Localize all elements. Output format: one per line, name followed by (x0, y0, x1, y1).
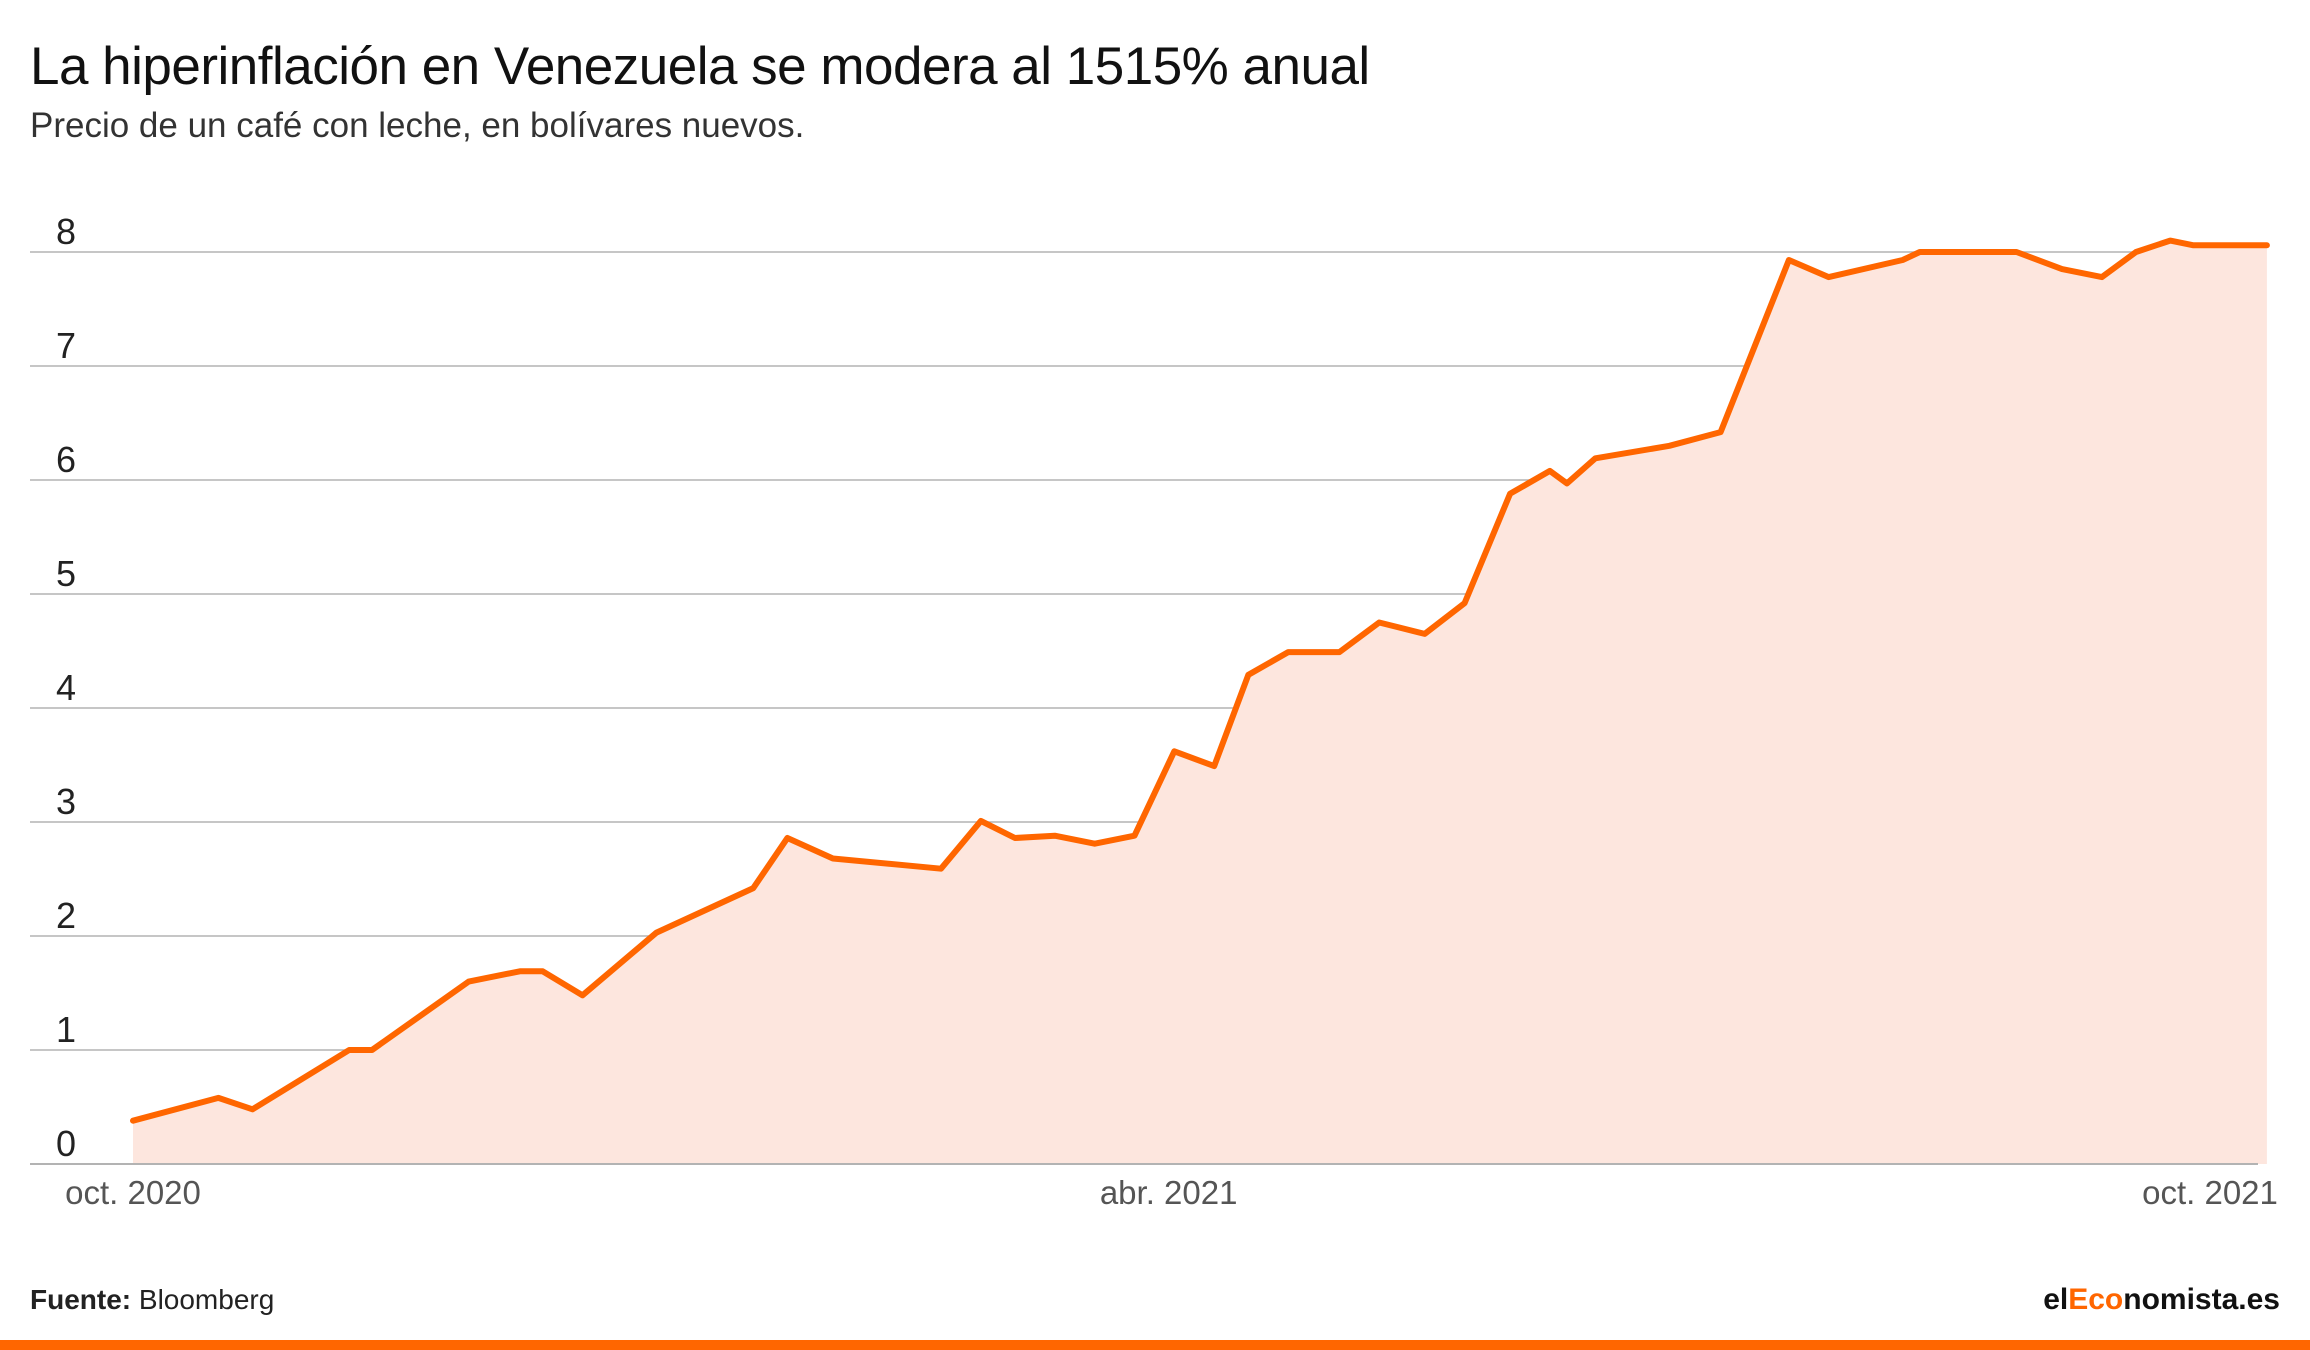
y-tick-label: 5 (56, 553, 76, 594)
source-label: Fuente: (30, 1284, 132, 1315)
y-tick-label: 7 (56, 325, 76, 366)
y-tick-label: 3 (56, 781, 76, 822)
source-value: Bloomberg (138, 1284, 275, 1315)
chart-subtitle: Precio de un café con leche, en bolívare… (30, 106, 805, 145)
area-chart: 0 1 2 3 4 5 6 7 8 oct. 2020 abr. 2021 oct. 2021 (30, 211, 2278, 1211)
y-axis-ticks: 0 1 2 3 4 5 6 7 8 (56, 211, 76, 1164)
source-note: Fuente: Bloomberg (30, 1284, 274, 1316)
bottom-accent-bar (0, 1340, 2310, 1350)
y-tick-label: 2 (56, 895, 76, 936)
x-tick-label: oct. 2021 (2142, 1174, 2278, 1211)
y-tick-label: 4 (56, 667, 76, 708)
x-axis-ticks: oct. 2020 abr. 2021 oct. 2021 (65, 1174, 2278, 1211)
y-tick-label: 6 (56, 439, 76, 480)
x-tick-label: oct. 2020 (65, 1174, 201, 1211)
series-area-0 (133, 240, 2267, 1165)
brand-suffix: nomista.es (2123, 1283, 2280, 1316)
brand-accent: Eco (2068, 1283, 2124, 1316)
y-tick-label: 1 (56, 1009, 76, 1050)
chart-title: La hiperinflación en Venezuela se modera… (30, 37, 1370, 96)
x-tick-label: abr. 2021 (1100, 1174, 1238, 1211)
area-fill-group (133, 240, 2267, 1165)
y-tick-label: 8 (56, 211, 76, 252)
series-line-group (30, 237, 2270, 1165)
brand-logo[interactable]: elEconomista.es (2043, 1283, 2280, 1317)
series-line-0 (130, 237, 2270, 1124)
y-tick-label: 0 (56, 1123, 76, 1164)
brand-prefix: el (2043, 1283, 2069, 1316)
